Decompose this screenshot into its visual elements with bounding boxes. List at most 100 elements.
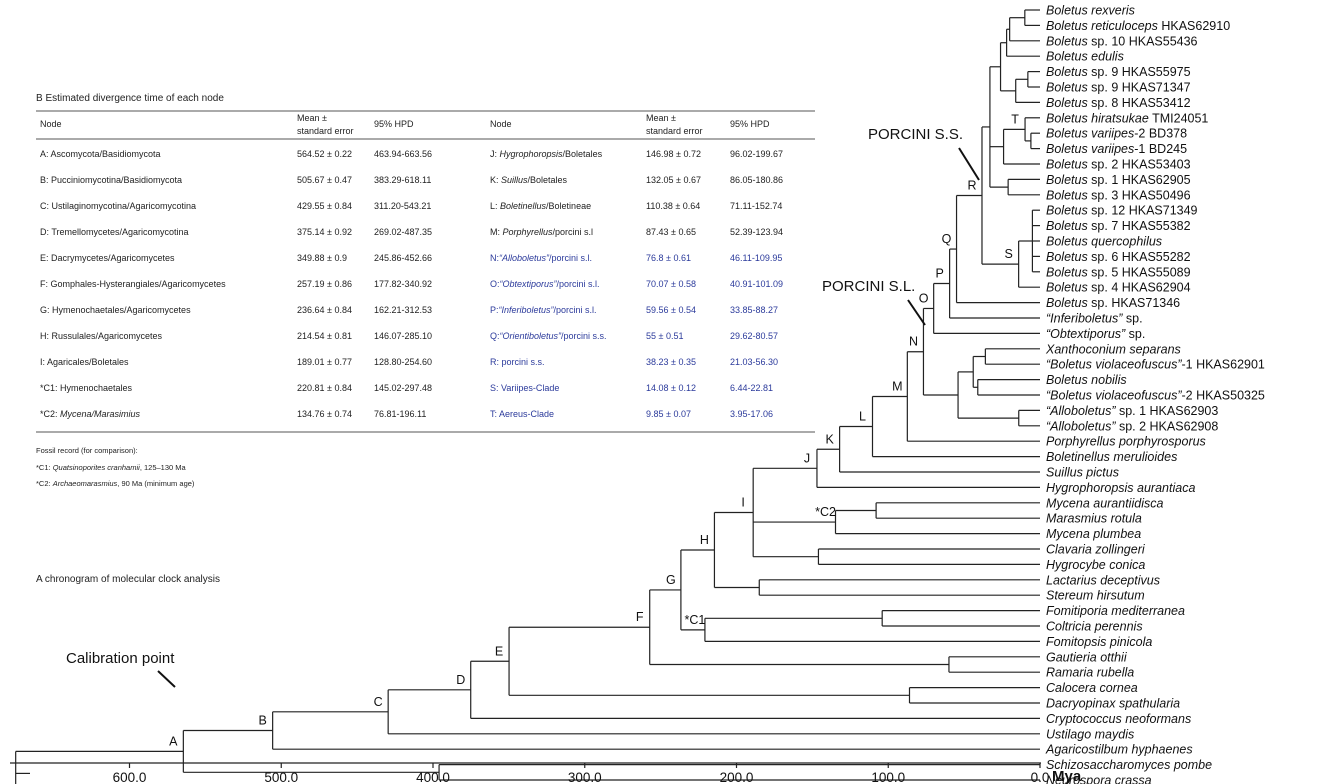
taxon-name-italic: Coltricia perennis [1046,620,1143,634]
header-hpd-left: 95% HPD [374,119,414,129]
taxon-marasmius-rotula: Marasmius rotula [1046,512,1142,526]
node-label-g: G [666,573,676,587]
taxon-gautieria-otthii: Gautieria otthii [1046,650,1128,664]
node-label-q: Q [942,232,952,246]
taxon-name-suffix: sp. 7 HKAS55382 [1088,219,1191,233]
table-row-hpd-left: 76.81-196.11 [374,409,426,419]
taxon-name-italic: “Obtextiporus” [1046,327,1126,341]
taxon-alloboletus-sp-2-hkas62908: “Alloboletus” sp. 2 HKAS62908 [1046,419,1218,433]
table-row-mean-right: 38.23 ± 0.35 [646,357,696,367]
taxon-mycena-aurantiidisca: Mycena aurantiidisca [1046,496,1163,510]
taxon-name-italic: “Alloboletus” [1046,419,1116,433]
taxon-name-italic: Neurospora crassa [1046,774,1152,784]
panel-a-caption: A chronogram of molecular clock analysis [36,574,220,585]
table-row-mean-left: 134.76 ± 0.74 [297,409,352,419]
taxon-porphyrellus-porphyrosporus: Porphyrellus porphyrosporus [1046,435,1206,449]
header-hpd-right: 95% HPD [730,119,770,129]
taxon-boletus-sp-5-hkas55089: Boletus sp. 5 HKAS55089 [1046,265,1191,279]
node-suffix: /Boletineae [546,201,591,211]
table-row-node-right: S: Variipes-Clade [490,383,559,393]
node-prefix: O: [490,279,500,289]
table-row-hpd-right: 86.05-180.86 [730,175,783,185]
table-row-hpd-left: 463.94-663.56 [374,149,432,159]
taxon-name-italic: Boletus [1046,204,1088,218]
time-axis: 600.0 500.0 400.0 300.0 200.0 100.0 0.0 [10,762,1049,784]
taxon-mycena-plumbea: Mycena plumbea [1046,527,1141,541]
taxon-name-suffix: sp. 12 HKAS71349 [1088,204,1198,218]
taxon-name-suffix: sp. 9 HKAS71347 [1088,81,1191,95]
taxon-name-italic: Boletus [1046,173,1088,187]
table-row-mean-left: 257.19 ± 0.86 [297,279,352,289]
node-suffix: /porcini s.l. [557,279,600,289]
taxon-agaricostilbum-hyphaenes: Agaricostilbum hyphaenes [1045,743,1193,757]
node-suffix: /porcini s.s. [561,331,607,341]
fossil-c1-prefix: *C1: [36,463,53,472]
table-row-node-left: H: Russulales/Agaricomycetes [40,331,163,341]
taxon-name-italic: “Inferiboletus” [1046,312,1123,326]
taxon-name-italic: “Alloboletus” [1046,404,1116,418]
taxon-stereum-hirsutum: Stereum hirsutum [1046,589,1145,603]
table-row-mean-left: 236.64 ± 0.84 [297,305,352,315]
node-taxon: Suillus [501,175,528,185]
taxon-name-italic: Calocera cornea [1046,681,1138,695]
taxon-name-italic: Boletus [1046,281,1088,295]
fossil-record-title: Fossil record (for comparison): [36,446,138,455]
taxon-name-italic: Gautieria otthii [1046,650,1128,664]
taxon-name-italic: Marasmius rotula [1046,512,1142,526]
table-row-node-left: E: Dacrymycetes/Agaricomycetes [40,253,175,263]
taxon-cryptococcus-neoformans: Cryptococcus neoformans [1046,712,1191,726]
node-taxon: “Alloboletus” [499,253,550,263]
taxon-boletus-sp-9-hkas71347: Boletus sp. 9 HKAS71347 [1046,81,1191,95]
taxon-name-suffix: sp. 6 HKAS55282 [1088,250,1191,264]
table-row-mean-left: 349.88 ± 0.9 [297,253,347,263]
taxon-boletus-sp-12-hkas71349: Boletus sp. 12 HKAS71349 [1046,204,1198,218]
node-prefix: *C2: [40,409,60,419]
taxon-name-italic: Porphyrellus porphyrosporus [1046,435,1206,449]
node-taxon: “Inferiboletus” [499,305,555,315]
table-row-mean-right: 70.07 ± 0.58 [646,279,696,289]
node-label-h: H [700,533,709,547]
fossil-record-c2: *C2: Archaeomarasmius, 90 Ma (minimum ag… [36,479,195,488]
axis-tick-label: 200.0 [720,770,754,784]
taxon-name-italic: Agaricostilbum hyphaenes [1045,743,1193,757]
node-taxon: “Orientiboletus” [500,331,563,341]
node-taxon: Boletinellus [500,201,547,211]
taxon-name-italic: “Boletus violaceofuscus” [1046,389,1182,403]
table-row-mean-right: 59.56 ± 0.54 [646,305,696,315]
taxon-boletus-violaceofuscus-2-hkas50325: “Boletus violaceofuscus”-2 HKAS50325 [1046,389,1265,403]
table-caption: B Estimated divergence time of each node [36,93,224,104]
table-row-mean-right: 14.08 ± 0.12 [646,383,696,393]
taxon-name-italic: Boletus [1046,219,1088,233]
taxon-schizosaccharomyces-pombe: Schizosaccharomyces pombe [1046,758,1212,772]
taxon-name-italic: Fomitopsis pinicola [1046,635,1152,649]
taxon-boletus-sp-6-hkas55282: Boletus sp. 6 HKAS55282 [1046,250,1191,264]
table-row-mean-left: 375.14 ± 0.92 [297,227,352,237]
table-row-hpd-left: 128.80-254.60 [374,357,432,367]
taxon-boletus-sp-10-hkas55436: Boletus sp. 10 HKAS55436 [1046,34,1198,48]
axis-tick-label: 300.0 [568,770,602,784]
node-label-f: F [636,610,644,624]
header-mean-right-2: standard error [646,126,703,136]
table-row-node-left: G: Hymenochaetales/Agaricomycetes [40,305,191,315]
header-mean-left-1: Mean ± [297,113,327,123]
node-prefix: Q: [490,331,500,341]
table-row-node-left: D: Tremellomycetes/Agaricomycotina [40,227,189,237]
fossil-c2-prefix: *C2: [36,479,53,488]
node-label-c: C [374,695,383,709]
taxon-boletus-sp-1-hkas62905: Boletus sp. 1 HKAS62905 [1046,173,1191,187]
taxon-suillus-pictus: Suillus pictus [1046,466,1119,480]
taxon-name-italic: Boletus [1046,65,1088,79]
taxon-lactarius-deceptivus: Lactarius deceptivus [1046,573,1160,587]
taxon-boletus-edulis: Boletus edulis [1046,50,1124,64]
taxon-obtextiporus-sp: “Obtextiporus” sp. [1046,327,1145,341]
table-row-node-right: P:“Inferiboletus”/porcini s.l. [490,305,597,315]
taxon-name-italic: Hygrophoropsis aurantiaca [1046,481,1195,495]
table-row-mean-right: 132.05 ± 0.67 [646,175,701,185]
taxon-boletus-sp-hkas71346: Boletus sp. HKAS71346 [1046,296,1180,310]
taxon-boletus-reticuloceps-hkas62910: Boletus reticuloceps HKAS62910 [1046,19,1230,33]
taxon-name-italic: Boletus [1046,296,1088,310]
node-prefix: N: [490,253,499,263]
taxon-name-italic: Boletus edulis [1046,50,1124,64]
porcini-ss-label: PORCINI S.S. [868,126,963,143]
taxon-name-italic: Boletus [1046,188,1088,202]
